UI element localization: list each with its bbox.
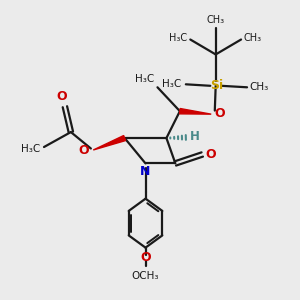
Polygon shape — [180, 109, 211, 114]
Text: O: O — [205, 148, 216, 161]
Text: H₃C: H₃C — [21, 143, 40, 154]
Text: CH₃: CH₃ — [244, 33, 262, 43]
Text: H₃C: H₃C — [162, 79, 182, 89]
Text: O: O — [215, 107, 225, 120]
Text: O: O — [56, 90, 67, 103]
Text: CH₃: CH₃ — [249, 82, 268, 92]
Text: H₃C: H₃C — [135, 74, 154, 84]
Text: CH₃: CH₃ — [207, 15, 225, 25]
Text: H: H — [190, 130, 200, 143]
Text: H₃C: H₃C — [169, 33, 187, 43]
Text: O: O — [78, 143, 89, 157]
Text: O: O — [140, 251, 151, 264]
Polygon shape — [93, 136, 126, 150]
Text: N: N — [140, 165, 151, 178]
Text: OCH₃: OCH₃ — [132, 271, 159, 281]
Text: Si: Si — [210, 79, 223, 92]
